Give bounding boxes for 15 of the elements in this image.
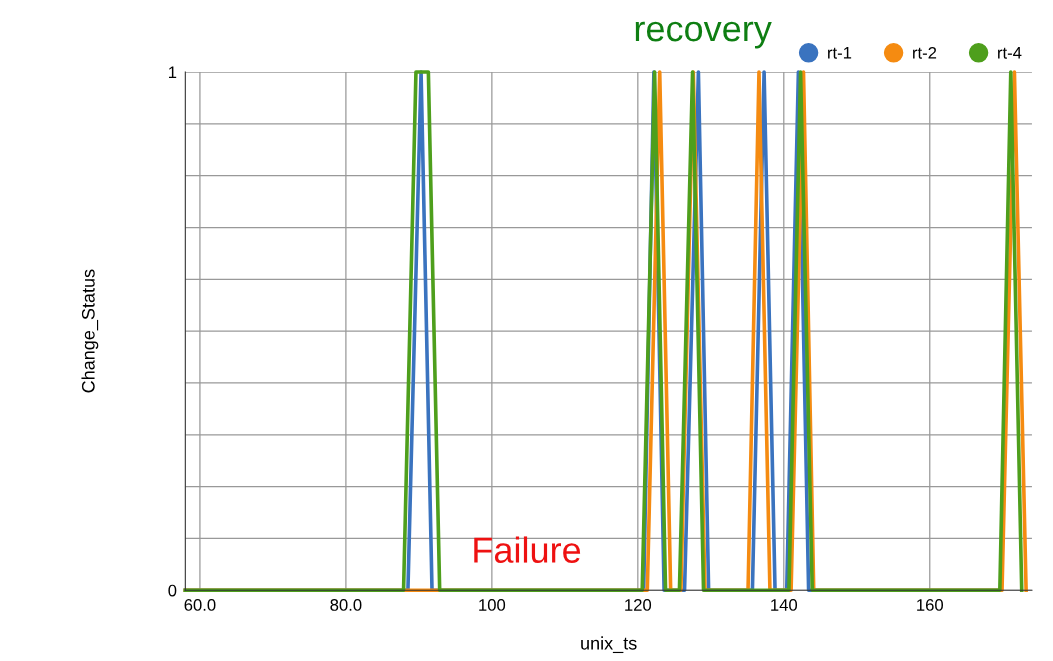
legend-label: rt-2 bbox=[913, 46, 937, 59]
x-tick-label: 100 bbox=[479, 599, 506, 611]
x-tick-label: 140 bbox=[771, 599, 798, 611]
x-axis-title: unix_ts bbox=[581, 636, 637, 654]
y-tick-label: 0 bbox=[168, 584, 177, 597]
x-tick-label: 80.0 bbox=[330, 599, 362, 611]
y-tick-label: 1 bbox=[169, 66, 177, 79]
y-axis-title: Change_Status bbox=[81, 269, 99, 393]
legend-label: rt-4 bbox=[998, 47, 1022, 59]
x-tick-label: 160 bbox=[917, 599, 944, 611]
annotation: Failure bbox=[474, 536, 581, 563]
x-tick-label: 120 bbox=[625, 599, 652, 611]
text: recovery bbox=[635, 21, 772, 49]
legend-label: rt-1 bbox=[828, 47, 852, 59]
x-tick-label: 60.0 bbox=[184, 599, 216, 611]
